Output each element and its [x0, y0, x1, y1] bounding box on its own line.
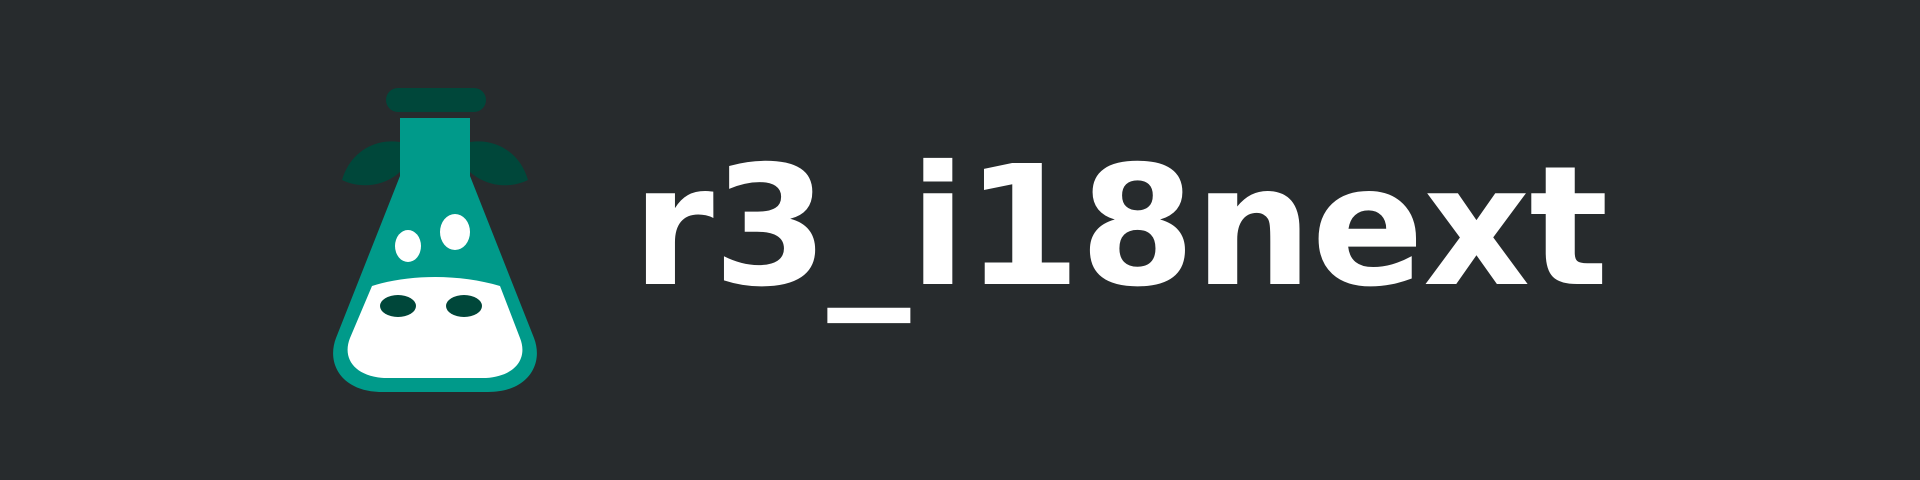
- right-ear: [470, 141, 528, 186]
- flask-stopper: [386, 88, 486, 112]
- brand-name: r3_i18next: [632, 131, 1608, 324]
- left-nostril: [380, 295, 416, 317]
- right-nostril: [446, 295, 482, 317]
- left-ear: [342, 141, 400, 186]
- cow-muzzle: [347, 277, 523, 378]
- left-eye: [395, 230, 421, 262]
- flask-cow-icon: [333, 88, 537, 392]
- right-eye: [440, 214, 470, 250]
